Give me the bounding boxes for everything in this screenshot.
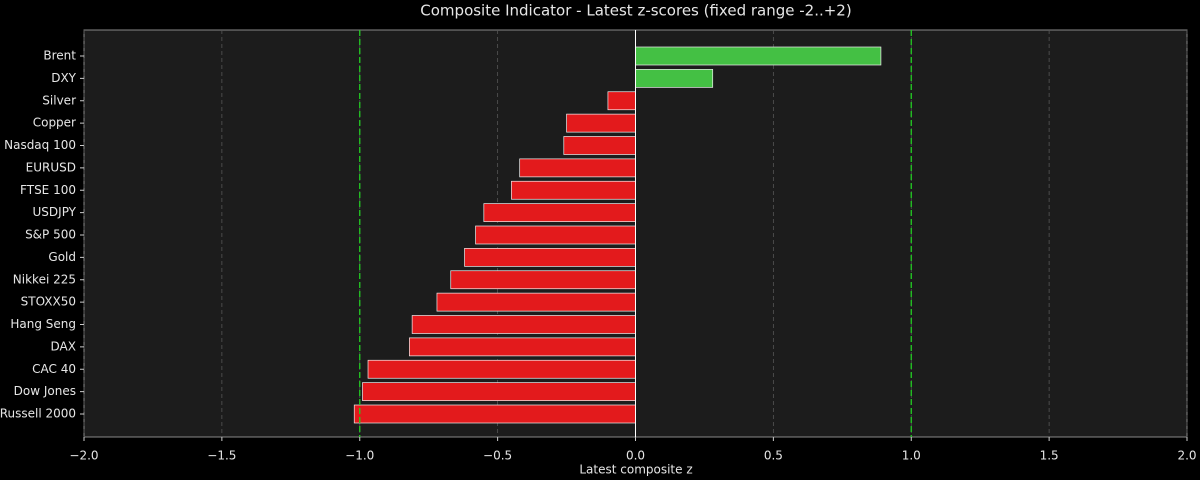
x-tick-label: −1.0 [345, 449, 374, 463]
bar [483, 203, 636, 222]
bar [635, 46, 882, 66]
bar [511, 180, 636, 200]
y-tick-label: DXY [51, 71, 76, 85]
bar [367, 359, 636, 379]
y-tick-label: Russell 2000 [0, 407, 76, 421]
bar [607, 91, 636, 111]
x-tick-label: −1.5 [207, 449, 236, 463]
y-tick-label: CAC 40 [32, 362, 76, 376]
bar [362, 382, 636, 401]
bar [464, 248, 636, 267]
bar [409, 337, 636, 357]
chart-title: Composite Indicator - Latest z-scores (f… [420, 2, 851, 20]
x-tick-label: −0.5 [483, 449, 512, 463]
bar [353, 404, 636, 424]
y-tick-label: Gold [48, 250, 76, 264]
y-tick-label: EURUSD [26, 160, 76, 174]
bar [436, 292, 636, 312]
y-tick-label: USDJPY [33, 205, 77, 219]
x-tick-label: 2.0 [1177, 449, 1196, 463]
y-tick-label: Hang Seng [10, 317, 76, 331]
bar [635, 69, 714, 88]
x-tick-label: 0.5 [764, 449, 783, 463]
bar [519, 158, 636, 178]
y-tick-label: S&P 500 [25, 228, 76, 242]
x-tick-label: 1.5 [1040, 449, 1059, 463]
x-tick-label: 1.0 [902, 449, 921, 463]
y-tick-label: DAX [51, 339, 76, 353]
y-tick-label: FTSE 100 [20, 183, 76, 197]
x-axis-label: Latest composite z [579, 463, 692, 477]
bar [563, 136, 636, 155]
y-tick-label: Nikkei 225 [13, 272, 76, 286]
y-tick-label: Brent [43, 49, 76, 63]
bar [475, 225, 636, 245]
y-tick-label: Dow Jones [14, 384, 76, 398]
y-tick-label: Nasdaq 100 [4, 138, 76, 152]
x-tick-label: −2.0 [69, 449, 98, 463]
y-tick-label: STOXX50 [21, 295, 76, 309]
y-tick-label: Silver [42, 93, 76, 107]
bar [411, 315, 636, 334]
y-tick-label: Copper [33, 116, 76, 130]
x-tick-label: 0.0 [626, 449, 645, 463]
bar [566, 113, 636, 133]
bar [450, 270, 636, 290]
